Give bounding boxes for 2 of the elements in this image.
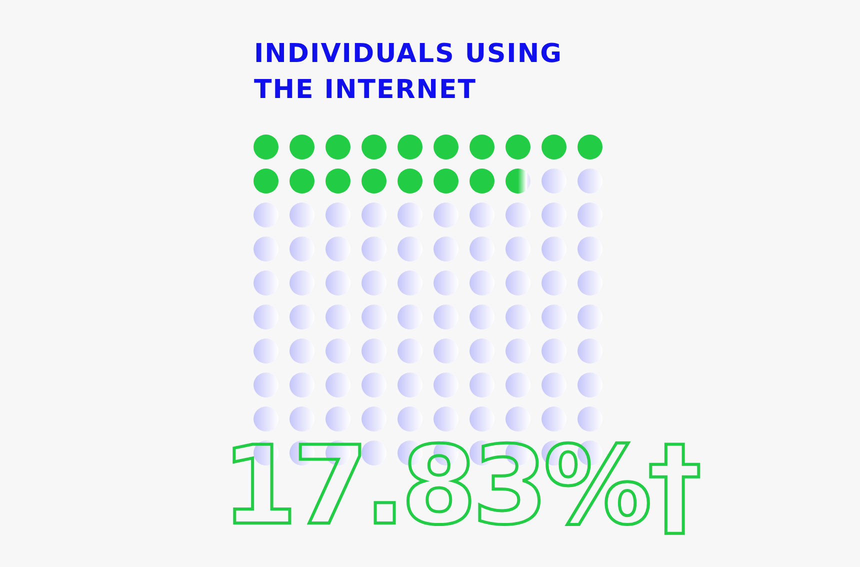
data-label: 17.83%† xyxy=(222,424,699,549)
text: INDIVIDUALS USING THE INTERNET xyxy=(254,38,564,107)
